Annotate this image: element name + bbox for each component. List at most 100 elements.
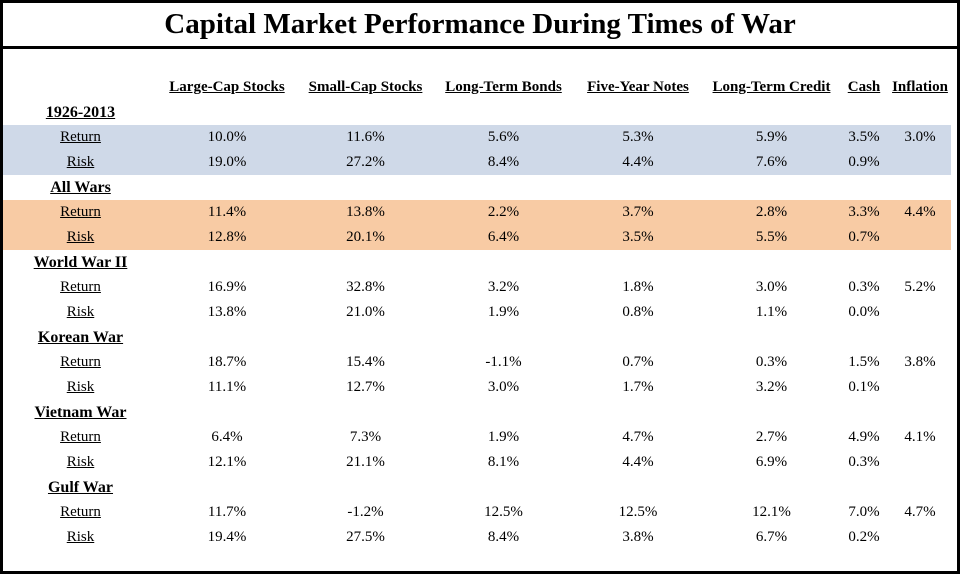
column-header-long-term-bonds: Long-Term Bonds	[445, 79, 562, 95]
empty-cell	[572, 325, 704, 350]
korean-war-return-small-cap-stocks: 15.4%	[346, 354, 385, 370]
empty-cell	[158, 475, 296, 500]
all-wars-return-cash: 3.3%	[848, 204, 880, 220]
column-header-small-cap-stocks: Small-Cap Stocks	[308, 79, 423, 95]
section-label-vietnam-war-text: Vietnam War	[34, 403, 127, 421]
1926-2013-risk-cash: 0.9%	[848, 154, 880, 170]
1926-2013-return-small-cap-stocks: 11.6%	[346, 129, 385, 145]
risk-label-1926-2013-text: Risk	[66, 154, 95, 170]
all-wars-risk-five-year-notes: 3.5%	[622, 229, 654, 245]
world-war-ii-return-large-cap-stocks: 16.9%	[207, 279, 247, 295]
korean-war-return-large-cap-stocks: 18.7%	[207, 354, 247, 370]
1926-2013-risk-five-year-notes: 4.4%	[622, 154, 654, 170]
vietnam-war-risk-small-cap-stocks: 21.1%	[346, 454, 385, 470]
title-band: Capital Market Performance During Times …	[3, 3, 957, 46]
empty-cell	[296, 325, 435, 350]
risk-label-1926-2013: Risk	[3, 150, 158, 175]
risk-label-all-wars-text: Risk	[66, 229, 95, 245]
return-label-world-war-ii: Return	[3, 275, 158, 300]
world-war-ii-risk-inflation	[889, 300, 951, 325]
korean-war-return-inflation: 3.8%	[904, 354, 936, 370]
all-wars-risk-inflation	[889, 225, 951, 250]
return-label-gulf-war-text: Return	[60, 504, 101, 520]
empty-cell	[435, 175, 572, 200]
empty-cell	[158, 250, 296, 275]
gulf-war-risk-small-cap-stocks: 27.5%	[346, 529, 385, 545]
world-war-ii-return-cash: 0.3%	[848, 279, 880, 295]
title-divider	[3, 46, 957, 49]
world-war-ii-risk-five-year-notes: 0.8%	[622, 304, 654, 320]
vietnam-war-risk-cash: 0.3%	[848, 454, 880, 470]
return-label-gulf-war: Return	[3, 500, 158, 525]
gulf-war-risk-cash: 0.2%	[848, 529, 880, 545]
all-wars-return-long-term-bonds: 2.2%	[487, 204, 520, 220]
empty-cell	[889, 325, 951, 350]
empty-cell	[704, 175, 839, 200]
return-label-all-wars: Return	[3, 200, 158, 225]
risk-label-vietnam-war-text: Risk	[66, 454, 95, 470]
empty-cell	[889, 400, 951, 425]
korean-war-return-long-term-credit: 0.3%	[755, 354, 788, 370]
row-label-column-header	[3, 75, 158, 100]
vietnam-war-return-five-year-notes: 4.7%	[622, 429, 654, 445]
1926-2013-risk-inflation	[889, 150, 951, 175]
risk-label-vietnam-war: Risk	[3, 450, 158, 475]
empty-cell	[296, 250, 435, 275]
all-wars-return-five-year-notes: 3.7%	[622, 204, 654, 220]
empty-cell	[839, 175, 889, 200]
section-label-1926-2013: 1926-2013	[3, 100, 158, 125]
all-wars-risk-large-cap-stocks: 12.8%	[207, 229, 247, 245]
risk-row-1926-2013: Risk 19.0% 27.2% 8.4% 4.4% 7.6% 0.9%	[3, 150, 951, 175]
all-wars-risk-long-term-bonds: 6.4%	[487, 229, 520, 245]
empty-cell	[296, 400, 435, 425]
return-label-world-war-ii-text: Return	[60, 279, 101, 295]
empty-cell	[296, 175, 435, 200]
all-wars-return-large-cap-stocks: 11.4%	[207, 204, 247, 220]
gulf-war-return-long-term-bonds: 12.5%	[484, 504, 523, 520]
column-header-row: Large-Cap Stocks Small-Cap Stocks Long-Ter…	[3, 75, 951, 100]
vietnam-war-return-large-cap-stocks: 6.4%	[211, 429, 243, 445]
empty-cell	[704, 100, 839, 125]
empty-cell	[572, 475, 704, 500]
empty-cell	[889, 100, 951, 125]
empty-cell	[839, 100, 889, 125]
risk-label-world-war-ii-text: Risk	[66, 304, 95, 320]
gulf-war-risk-long-term-credit: 6.7%	[755, 529, 788, 545]
1926-2013-risk-small-cap-stocks: 27.2%	[346, 154, 385, 170]
section-row-all-wars: All Wars	[3, 175, 951, 200]
risk-label-korean-war: Risk	[3, 375, 158, 400]
section-label-korean-war: Korean War	[3, 325, 158, 350]
korean-war-risk-five-year-notes: 1.7%	[622, 379, 654, 395]
section-label-gulf-war-text: Gulf War	[47, 478, 114, 496]
vietnam-war-return-long-term-credit: 2.7%	[755, 429, 788, 445]
all-wars-risk-small-cap-stocks: 20.1%	[346, 229, 385, 245]
return-label-vietnam-war-text: Return	[60, 429, 101, 445]
return-row-1926-2013: Return 10.0% 11.6% 5.6% 5.3% 5.9% 3.5% 3.0%	[3, 125, 951, 150]
korean-war-risk-cash: 0.1%	[848, 379, 880, 395]
world-war-ii-return-inflation: 5.2%	[904, 279, 936, 295]
empty-cell	[572, 175, 704, 200]
all-wars-risk-cash: 0.7%	[848, 229, 880, 245]
world-war-ii-return-small-cap-stocks: 32.8%	[346, 279, 385, 295]
1926-2013-risk-large-cap-stocks: 19.0%	[207, 154, 247, 170]
gulf-war-return-five-year-notes: 12.5%	[618, 504, 658, 520]
empty-cell	[704, 400, 839, 425]
empty-cell	[296, 100, 435, 125]
vietnam-war-return-inflation: 4.1%	[904, 429, 936, 445]
vietnam-war-return-long-term-bonds: 1.9%	[487, 429, 520, 445]
gulf-war-return-cash: 7.0%	[848, 504, 880, 520]
korean-war-risk-long-term-bonds: 3.0%	[487, 379, 520, 395]
1926-2013-return-long-term-bonds: 5.6%	[487, 129, 520, 145]
world-war-ii-risk-long-term-bonds: 1.9%	[487, 304, 520, 320]
empty-cell	[158, 175, 296, 200]
risk-row-world-war-ii: Risk 13.8% 21.0% 1.9% 0.8% 1.1% 0.0%	[3, 300, 951, 325]
return-label-vietnam-war: Return	[3, 425, 158, 450]
world-war-ii-risk-large-cap-stocks: 13.8%	[207, 304, 247, 320]
vietnam-war-risk-long-term-credit: 6.9%	[755, 454, 788, 470]
korean-war-return-cash: 1.5%	[848, 354, 880, 370]
gulf-war-return-inflation: 4.7%	[904, 504, 936, 520]
empty-cell	[839, 475, 889, 500]
return-row-vietnam-war: Return 6.4% 7.3% 1.9% 4.7% 2.7% 4.9% 4.1%	[3, 425, 951, 450]
return-row-all-wars: Return 11.4% 13.8% 2.2% 3.7% 2.8% 3.3% 4.4%	[3, 200, 951, 225]
